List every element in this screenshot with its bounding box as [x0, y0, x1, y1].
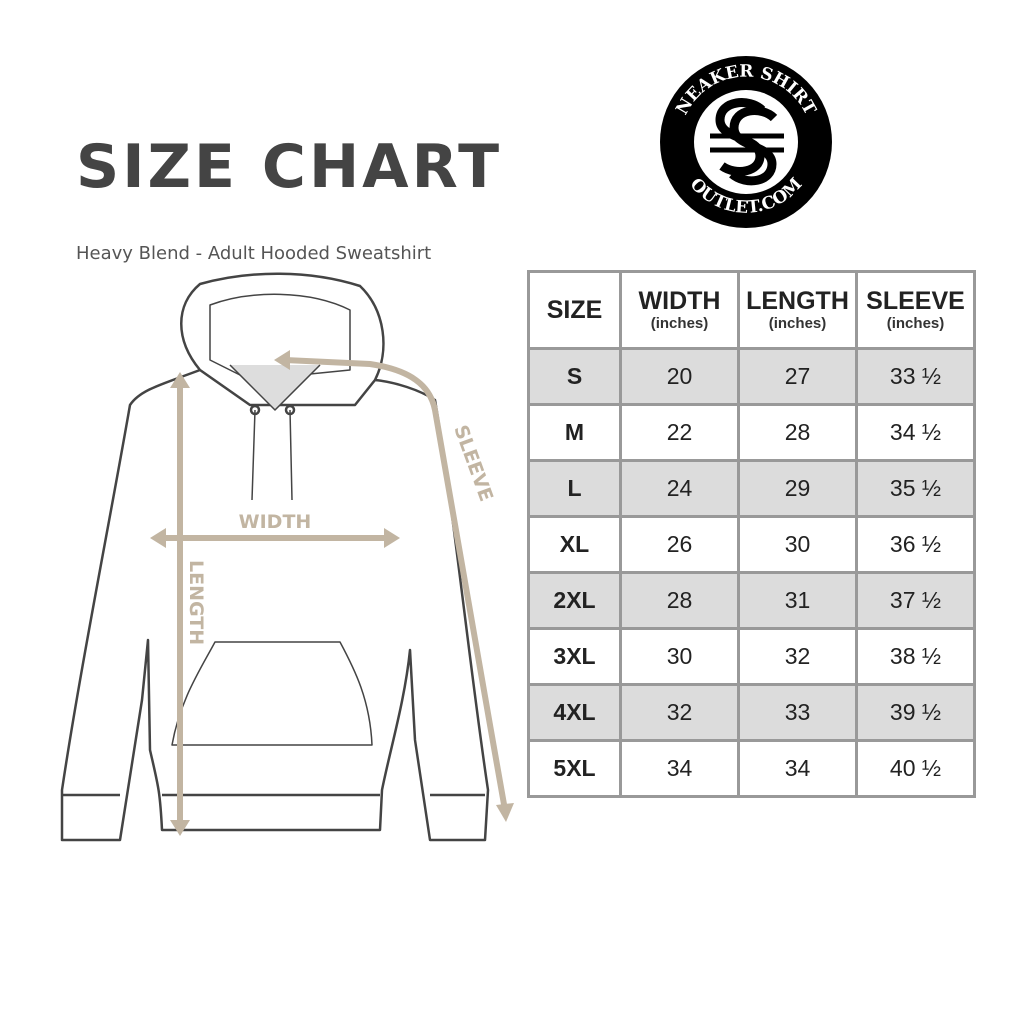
table-row: S 20 27 33 ½: [527, 347, 976, 406]
size-cell: 3XL: [527, 627, 622, 686]
size-table: SIZE WIDTH (inches) LENGTH (inches) SLEEVE (in…: [527, 270, 976, 798]
table-row: L 24 29 35 ½: [527, 459, 976, 518]
measure-cell: 22: [619, 403, 740, 462]
size-cell: L: [527, 459, 622, 518]
hoodie-diagram: WIDTH LENGTH SLEEVE: [60, 272, 514, 842]
measure-cell: 32: [737, 627, 858, 686]
logo-monogram: [710, 98, 784, 186]
size-cell: S: [527, 347, 622, 406]
measure-cell: 31: [737, 571, 858, 630]
length-label: LENGTH: [185, 560, 207, 645]
header-label: SLEEVE: [866, 286, 965, 315]
measure-cell: 36 ½: [855, 515, 976, 574]
column-header: SLEEVE (inches): [855, 270, 976, 350]
measure-cell: 39 ½: [855, 683, 976, 742]
measure-cell: 38 ½: [855, 627, 976, 686]
column-header: WIDTH (inches): [619, 270, 740, 350]
measure-cell: 35 ½: [855, 459, 976, 518]
measure-cell: 28: [619, 571, 740, 630]
measure-cell: 28: [737, 403, 858, 462]
size-cell: XL: [527, 515, 622, 574]
header-label: WIDTH: [638, 286, 721, 315]
measure-cell: 24: [619, 459, 740, 518]
brand-logo: SNEAKER SHIRTS OUTLET.COM: [658, 54, 832, 228]
measure-cell: 34: [619, 739, 740, 798]
measure-cell: 34 ½: [855, 403, 976, 462]
measure-cell: 27: [737, 347, 858, 406]
measure-cell: 34: [737, 739, 858, 798]
column-header: LENGTH (inches): [737, 270, 858, 350]
size-cell: M: [527, 403, 622, 462]
header-label: SIZE: [546, 295, 603, 324]
header-unit: (inches): [768, 314, 827, 332]
size-cell: 2XL: [527, 571, 622, 630]
measure-cell: 30: [737, 515, 858, 574]
measure-cell: 33 ½: [855, 347, 976, 406]
size-cell: 4XL: [527, 683, 622, 742]
table-row: 5XL 34 34 40 ½: [527, 739, 976, 798]
sleeve-label: SLEEVE: [449, 422, 497, 504]
page-title: SIZE CHART: [76, 132, 503, 202]
measure-cell: 29: [737, 459, 858, 518]
measure-cell: 40 ½: [855, 739, 976, 798]
table-row: XL 26 30 36 ½: [527, 515, 976, 574]
measure-cell: 33: [737, 683, 858, 742]
table-row: 2XL 28 31 37 ½: [527, 571, 976, 630]
product-subtitle: Heavy Blend - Adult Hooded Sweatshirt: [76, 243, 432, 264]
measure-cell: 20: [619, 347, 740, 406]
size-cell: 5XL: [527, 739, 622, 798]
header-unit: (inches): [650, 314, 709, 332]
column-header: SIZE: [527, 270, 622, 350]
table-row: 3XL 30 32 38 ½: [527, 627, 976, 686]
header-unit: (inches): [886, 314, 945, 332]
measure-cell: 32: [619, 683, 740, 742]
header-label: LENGTH: [746, 286, 849, 315]
width-label: WIDTH: [239, 511, 312, 533]
table-row: M 22 28 34 ½: [527, 403, 976, 462]
measure-cell: 30: [619, 627, 740, 686]
table-row: 4XL 32 33 39 ½: [527, 683, 976, 742]
measure-cell: 37 ½: [855, 571, 976, 630]
measure-cell: 26: [619, 515, 740, 574]
